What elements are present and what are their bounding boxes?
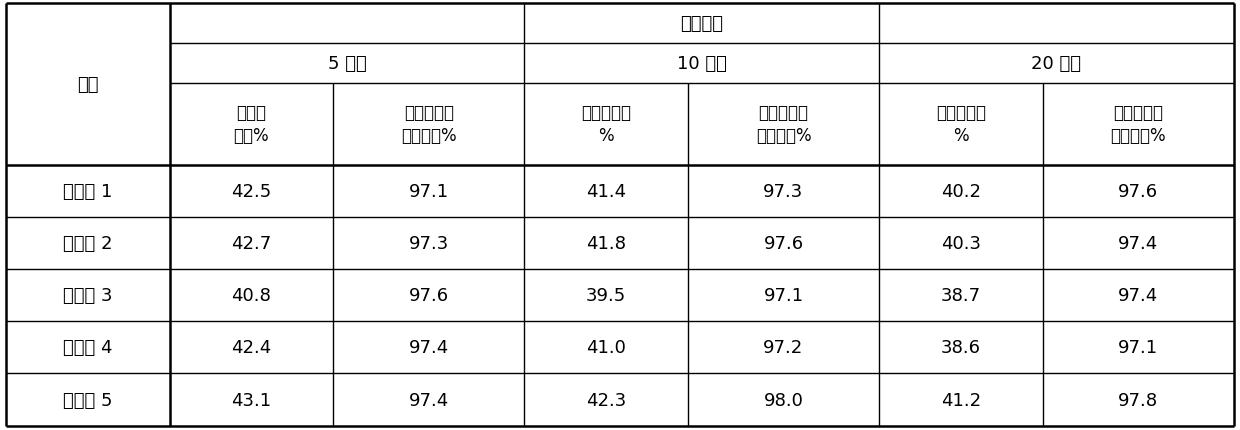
Text: 97.4: 97.4 [1118, 286, 1158, 304]
Text: 40.3: 40.3 [941, 234, 981, 252]
Text: 42.3: 42.3 [587, 391, 626, 408]
Text: 41.2: 41.2 [941, 391, 981, 408]
Text: 38.6: 38.6 [941, 338, 981, 356]
Text: 97.4: 97.4 [1118, 234, 1158, 252]
Text: 10 小时: 10 小时 [677, 55, 727, 73]
Text: 97.4: 97.4 [409, 338, 449, 356]
Text: 97.6: 97.6 [409, 286, 449, 304]
Text: 实施例 4: 实施例 4 [63, 338, 113, 356]
Text: 实施例 3: 实施例 3 [63, 286, 113, 304]
Text: 苯乙烯乙苯
总选择性%: 苯乙烯乙苯 总选择性% [401, 104, 456, 144]
Text: 39.5: 39.5 [587, 286, 626, 304]
Text: 97.1: 97.1 [409, 182, 449, 200]
Text: 97.3: 97.3 [409, 234, 449, 252]
Text: 41.0: 41.0 [587, 338, 626, 356]
Text: 40.8: 40.8 [232, 286, 272, 304]
Text: 97.4: 97.4 [409, 391, 449, 408]
Text: 甲醇利
用率%: 甲醇利 用率% [233, 104, 269, 144]
Text: 98.0: 98.0 [764, 391, 804, 408]
Text: 43.1: 43.1 [232, 391, 272, 408]
Text: 38.7: 38.7 [941, 286, 981, 304]
Text: 42.7: 42.7 [232, 234, 272, 252]
Text: 编号: 编号 [77, 76, 99, 94]
Text: 41.8: 41.8 [587, 234, 626, 252]
Text: 42.5: 42.5 [232, 182, 272, 200]
Text: 实施例 1: 实施例 1 [63, 182, 113, 200]
Text: 97.1: 97.1 [1118, 338, 1158, 356]
Text: 甲醇利用率
%: 甲醇利用率 % [936, 104, 986, 144]
Text: 41.4: 41.4 [587, 182, 626, 200]
Text: 苯乙烯乙苯
总选择性%: 苯乙烯乙苯 总选择性% [1110, 104, 1166, 144]
Text: 97.3: 97.3 [764, 182, 804, 200]
Text: 苯乙烯乙苯
总选择性%: 苯乙烯乙苯 总选择性% [755, 104, 811, 144]
Text: 97.6: 97.6 [1118, 182, 1158, 200]
Text: 5 小时: 5 小时 [327, 55, 367, 73]
Text: 97.6: 97.6 [764, 234, 804, 252]
Text: 97.2: 97.2 [764, 338, 804, 356]
Text: 97.8: 97.8 [1118, 391, 1158, 408]
Text: 40.2: 40.2 [941, 182, 981, 200]
Text: 实施例 2: 实施例 2 [63, 234, 113, 252]
Text: 反应时间: 反应时间 [681, 15, 723, 33]
Text: 42.4: 42.4 [232, 338, 272, 356]
Text: 甲醇利用率
%: 甲醇利用率 % [582, 104, 631, 144]
Text: 20 小时: 20 小时 [1032, 55, 1081, 73]
Text: 实施例 5: 实施例 5 [63, 391, 113, 408]
Text: 97.1: 97.1 [764, 286, 804, 304]
